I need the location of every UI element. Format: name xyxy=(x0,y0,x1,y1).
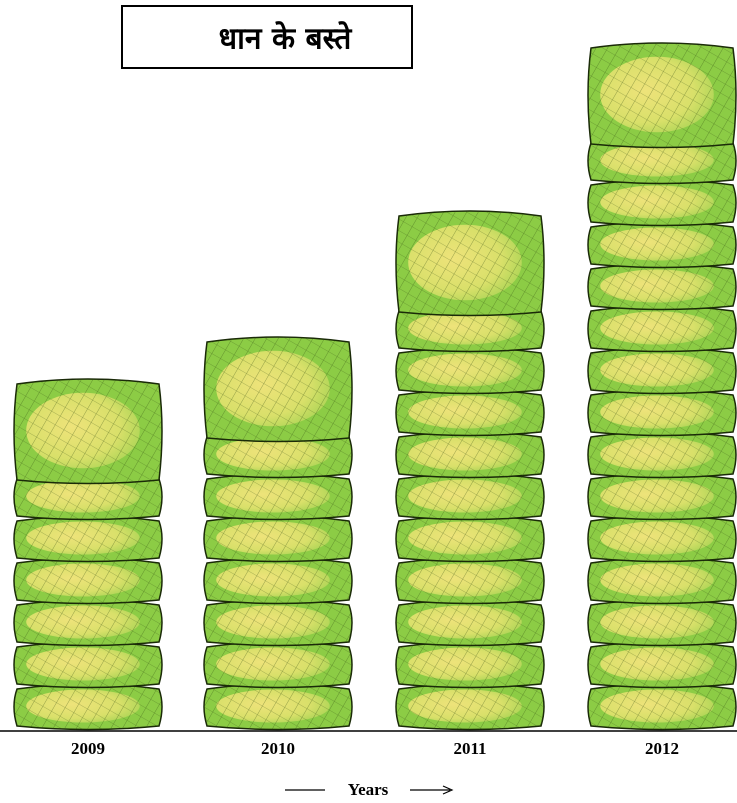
x-tick-label: 2012 xyxy=(645,739,679,758)
chart-title: धान के बस्ते xyxy=(219,21,354,57)
bag-net xyxy=(588,684,736,730)
bag-net xyxy=(588,43,736,148)
bag-net xyxy=(396,211,544,316)
bag-net xyxy=(204,642,352,688)
title-box xyxy=(121,5,413,69)
bag-net xyxy=(396,558,544,604)
bag-net xyxy=(204,474,352,520)
bag-net xyxy=(588,600,736,646)
bag-net xyxy=(14,684,162,730)
bag-net xyxy=(14,474,162,520)
bag-net xyxy=(14,600,162,646)
bag-net xyxy=(588,180,736,226)
bag-net xyxy=(396,474,544,520)
x-axis-label: Years xyxy=(348,780,389,799)
bag-net xyxy=(588,348,736,394)
bag-stack xyxy=(203,336,353,731)
bag-stack xyxy=(587,42,737,731)
bag-net xyxy=(396,390,544,436)
plot-area xyxy=(13,42,737,731)
bag-net xyxy=(204,600,352,646)
bag-net xyxy=(588,222,736,268)
bag-net xyxy=(14,516,162,562)
bag-net xyxy=(204,337,352,442)
bag-net xyxy=(396,684,544,730)
bag-net xyxy=(588,264,736,310)
bag-net xyxy=(588,558,736,604)
bag-net xyxy=(588,432,736,478)
bag-net xyxy=(588,306,736,352)
bag-net xyxy=(396,516,544,562)
x-tick-label: 2009 xyxy=(71,739,105,758)
bag-net xyxy=(396,306,544,352)
bag-net xyxy=(14,558,162,604)
axis-arrow-head xyxy=(442,785,454,795)
bag-stack xyxy=(395,210,545,731)
bag-stack xyxy=(13,378,163,731)
bag-net xyxy=(396,642,544,688)
bag-net xyxy=(588,390,736,436)
bag-net xyxy=(588,138,736,184)
bag-net xyxy=(204,432,352,478)
bag-net xyxy=(396,600,544,646)
bag-net xyxy=(396,348,544,394)
bag-net xyxy=(588,642,736,688)
bag-net xyxy=(396,432,544,478)
x-tick-label: 2011 xyxy=(453,739,486,758)
bag-net xyxy=(588,516,736,562)
bag-net xyxy=(204,684,352,730)
bag-net xyxy=(204,558,352,604)
bag-net xyxy=(588,474,736,520)
bag-net xyxy=(204,516,352,562)
bag-net xyxy=(14,642,162,688)
bag-net xyxy=(14,379,162,484)
x-tick-label: 2010 xyxy=(261,739,295,758)
